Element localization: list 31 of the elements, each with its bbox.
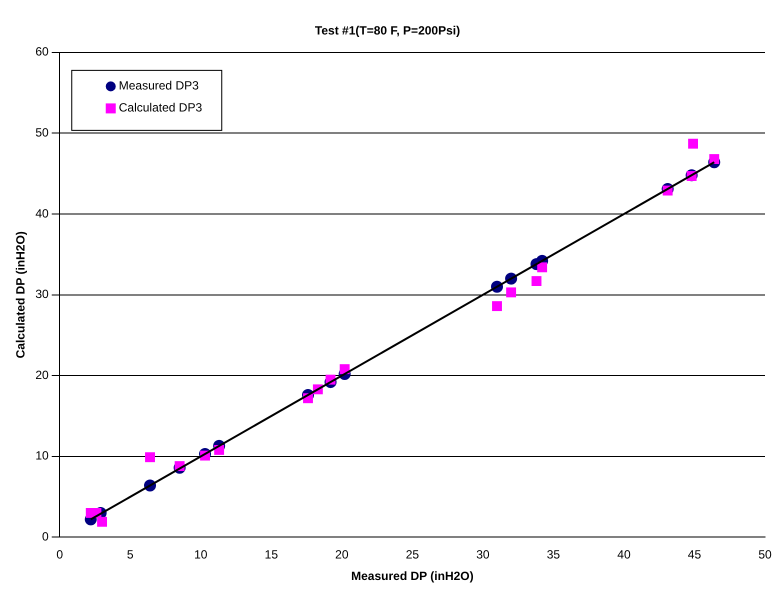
x-tick-label: 50 bbox=[758, 548, 772, 562]
x-tick-label: 0 bbox=[56, 548, 64, 562]
point bbox=[688, 138, 698, 149]
point bbox=[506, 287, 516, 298]
y-tick-label: 50 bbox=[35, 126, 50, 140]
y-tick-label: 20 bbox=[35, 368, 50, 382]
x-tick-label: 20 bbox=[335, 548, 349, 562]
chart-title: Test #1(T=80 F, P=200Psi) bbox=[314, 24, 460, 38]
x-tick-label: 40 bbox=[617, 548, 631, 562]
x-tick-label: 25 bbox=[406, 548, 420, 562]
y-tick-label: 0 bbox=[42, 530, 50, 544]
point bbox=[532, 276, 542, 286]
y-tick-label: 60 bbox=[35, 44, 50, 59]
point bbox=[537, 262, 548, 272]
point bbox=[145, 452, 155, 462]
y-tick-label: 10 bbox=[35, 448, 50, 463]
x-tick-label: 15 bbox=[264, 548, 278, 562]
point bbox=[97, 516, 108, 527]
x-tick-label: 10 bbox=[194, 548, 208, 562]
legend-label: Calculated DP3 bbox=[118, 100, 202, 115]
x-tick-label: 30 bbox=[476, 548, 490, 562]
point bbox=[709, 154, 720, 164]
y-axis-title: Calculated DP (inH2O) bbox=[14, 231, 28, 358]
x-tick-label: 45 bbox=[688, 548, 702, 562]
point bbox=[492, 301, 502, 312]
x-tick-label: 35 bbox=[546, 548, 560, 562]
x-tick-label: 5 bbox=[126, 548, 134, 562]
y-tick-label: 30 bbox=[35, 287, 50, 302]
y-tick-label: 40 bbox=[35, 206, 50, 220]
x-axis-title: Measured DP (inH2O) bbox=[351, 569, 474, 584]
legend-label: Measured DP3 bbox=[118, 78, 200, 93]
